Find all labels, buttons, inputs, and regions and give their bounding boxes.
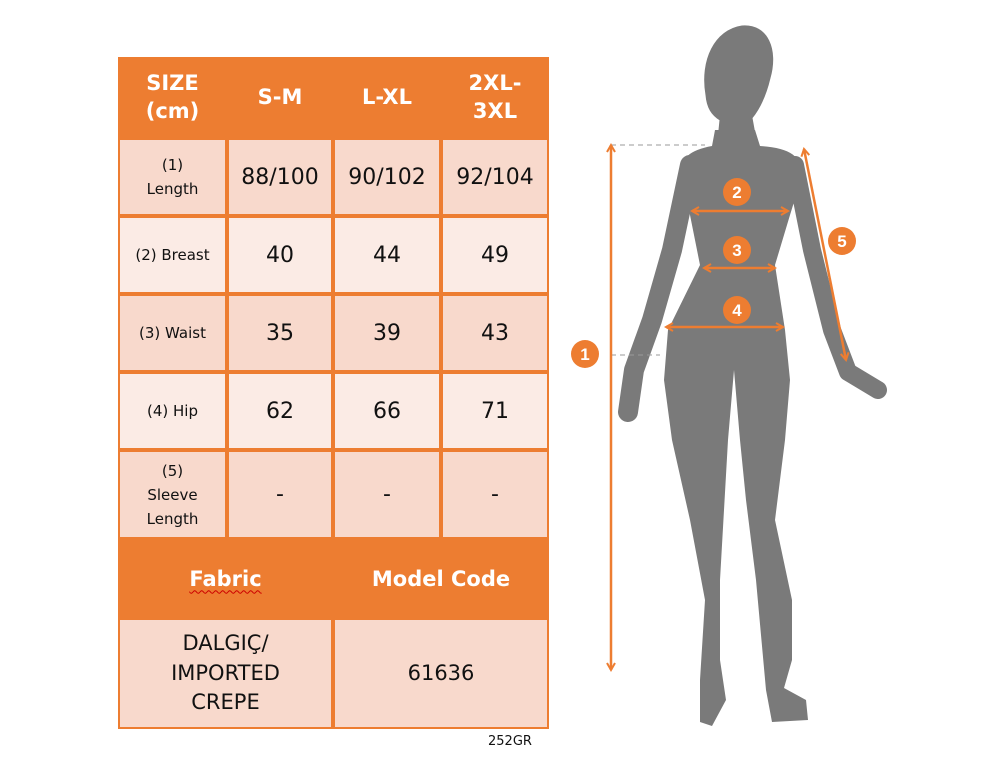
marker-3: 3 — [732, 241, 741, 260]
table-row-hip: (4) Hip 62 66 71 — [118, 372, 549, 450]
footer-code: 252GR — [488, 734, 532, 749]
model-code-label: Model Code — [333, 539, 549, 618]
row-label: (5) Sleeve Length — [118, 450, 227, 539]
silhouette-icon — [618, 25, 887, 726]
header-l-xl: L-XL — [333, 57, 441, 138]
model-code-value: 61636 — [333, 618, 549, 729]
table-row-breast: (2) Breast 40 44 49 — [118, 216, 549, 294]
marker-2: 2 — [732, 183, 741, 202]
table-row-waist: (3) Waist 35 39 43 — [118, 294, 549, 372]
row-label: (3) Waist — [118, 294, 227, 372]
fabric-value-row: DALGIÇ/ IMPORTED CREPE 61636 — [118, 618, 549, 729]
marker-5: 5 — [837, 232, 846, 251]
cell: - — [227, 450, 333, 539]
cell: - — [333, 450, 441, 539]
marker-4-circle — [723, 296, 751, 324]
marker-1-circle — [571, 340, 599, 368]
row-label: (4) Hip — [118, 372, 227, 450]
cell: 35 — [227, 294, 333, 372]
sleeve-arrow — [804, 149, 846, 360]
header-2xl-3xl: 2XL- 3XL — [441, 57, 549, 138]
marker-4: 4 — [732, 301, 742, 320]
cell: 66 — [333, 372, 441, 450]
table-row-sleeve: (5) Sleeve Length - - - — [118, 450, 549, 539]
fabric-label: Fabric — [118, 539, 333, 618]
header-row: SIZE (cm) S-M L-XL 2XL- 3XL — [118, 57, 549, 138]
cell: 49 — [441, 216, 549, 294]
cell: - — [441, 450, 549, 539]
cell: 39 — [333, 294, 441, 372]
fabric-header-row: Fabric Model Code — [118, 539, 549, 618]
marker-5-circle — [828, 227, 856, 255]
cell: 40 — [227, 216, 333, 294]
table-row-length: (1) Length 88/100 90/102 92/104 — [118, 138, 549, 216]
size-chart-table: SIZE (cm) S-M L-XL 2XL- 3XL (1) Length 8… — [118, 57, 549, 729]
cell: 62 — [227, 372, 333, 450]
marker-3-circle — [723, 236, 751, 264]
row-label: (1) Length — [118, 138, 227, 216]
cell: 43 — [441, 294, 549, 372]
header-size: SIZE (cm) — [118, 57, 227, 138]
cell: 88/100 — [227, 138, 333, 216]
fabric-value: DALGIÇ/ IMPORTED CREPE — [118, 618, 333, 729]
length-arrow — [611, 145, 705, 670]
header-s-m: S-M — [227, 57, 333, 138]
cell: 44 — [333, 216, 441, 294]
cell: 71 — [441, 372, 549, 450]
row-label: (2) Breast — [118, 216, 227, 294]
marker-2-circle — [723, 178, 751, 206]
cell: 90/102 — [333, 138, 441, 216]
marker-1: 1 — [580, 345, 589, 364]
cell: 92/104 — [441, 138, 549, 216]
